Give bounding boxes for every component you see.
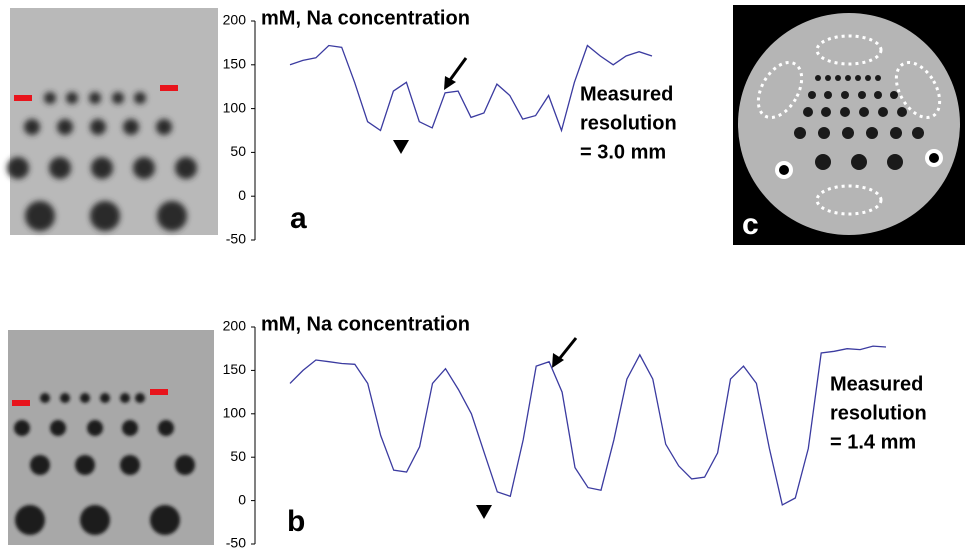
y-tick-label: 200: [223, 318, 247, 334]
image-b: [8, 330, 214, 545]
marker: [393, 140, 409, 154]
chart-title: mM, Na concentration: [261, 313, 470, 335]
y-tick-label: 50: [230, 448, 246, 464]
y-tick-label: 0: [238, 491, 246, 507]
panel-label: c: [742, 208, 759, 241]
pointer: [444, 57, 578, 368]
panel-label: b: [287, 505, 305, 538]
annotation: Measured: [830, 373, 923, 395]
y-tick-label: 200: [223, 12, 247, 28]
y-tick-label: 150: [223, 361, 247, 377]
annotation: = 3.0 mm: [580, 141, 666, 163]
image-c: c: [733, 5, 965, 245]
image-a: [7, 8, 218, 235]
data-line: [289, 44, 653, 133]
annotation: Measured: [580, 83, 673, 105]
chart-title: mM, Na concentration: [261, 7, 470, 29]
data-line: [289, 345, 887, 506]
y-tick-label: 150: [223, 56, 247, 72]
marker: [476, 505, 492, 519]
annotation: resolution: [580, 112, 677, 134]
y-tick-label: 100: [223, 99, 247, 115]
y-tick-label: 50: [230, 143, 246, 159]
annotation: resolution: [830, 402, 927, 424]
annotation: = 1.4 mm: [830, 431, 916, 453]
panel-label: a: [290, 202, 307, 235]
y-tick-label: 100: [223, 405, 247, 421]
y-tick-label: -50: [226, 231, 246, 247]
y-tick-label: 0: [238, 187, 246, 203]
y-tick-label: -50: [226, 535, 246, 551]
